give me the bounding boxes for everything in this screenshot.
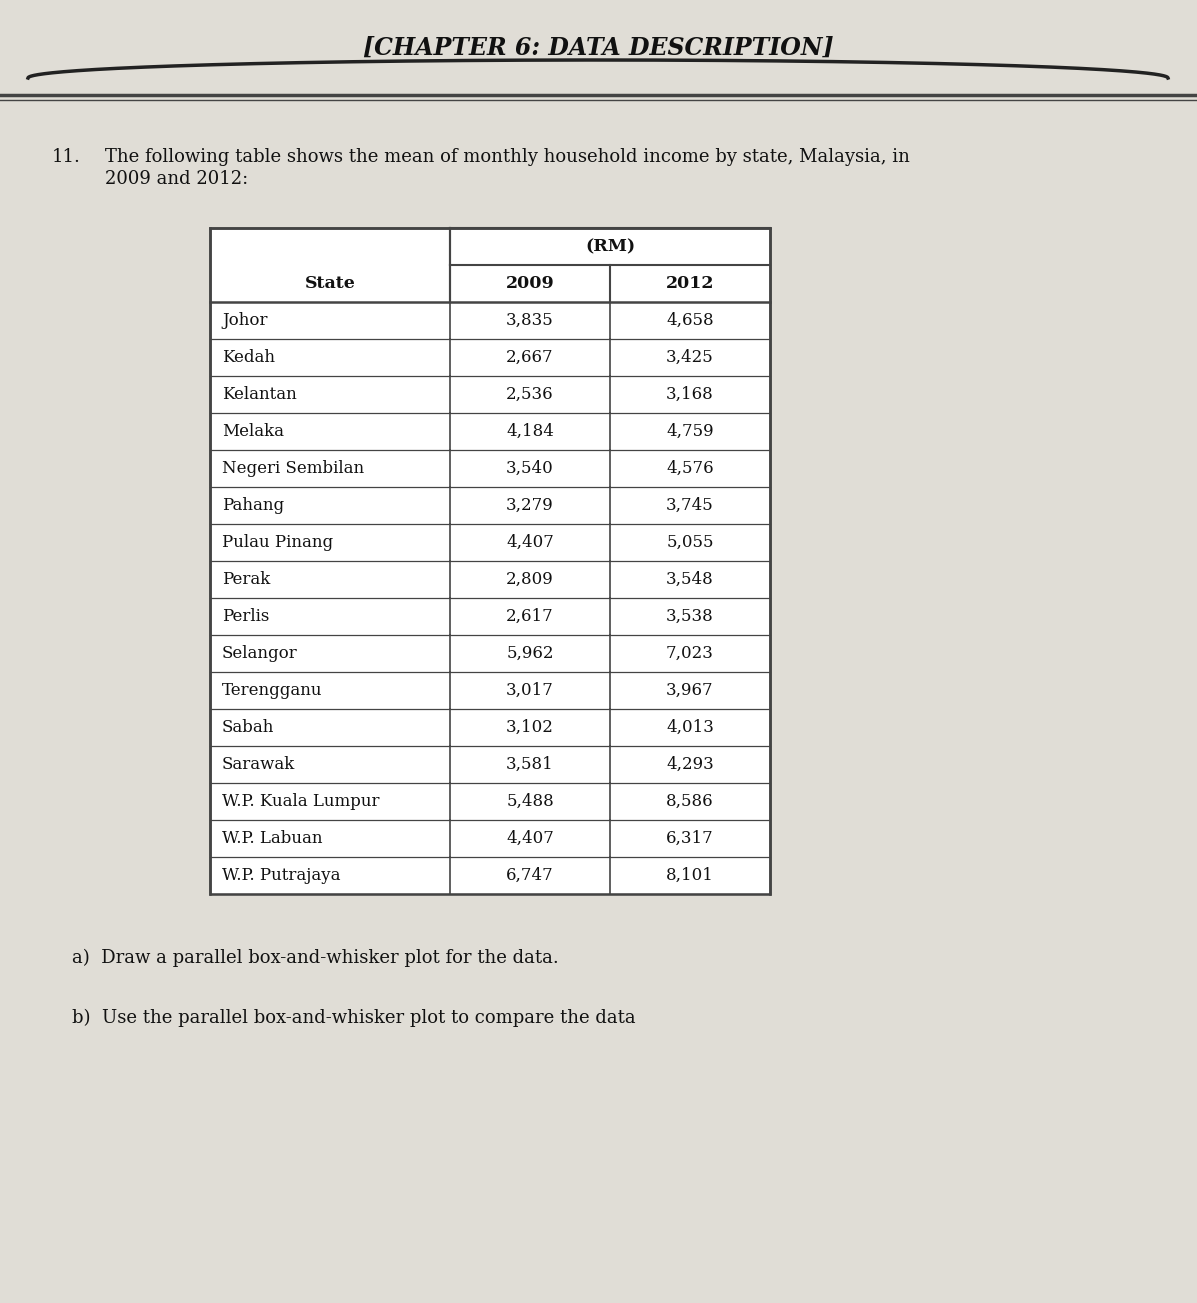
Text: Pahang: Pahang — [221, 496, 284, 513]
Text: Kedah: Kedah — [221, 349, 275, 366]
Text: Sarawak: Sarawak — [221, 756, 296, 773]
Text: 5,055: 5,055 — [667, 534, 713, 551]
Text: 3,745: 3,745 — [666, 496, 713, 513]
Text: Terengganu: Terengganu — [221, 681, 322, 698]
Text: 4,759: 4,759 — [667, 423, 713, 440]
Text: 8,101: 8,101 — [666, 866, 713, 883]
Text: 2,536: 2,536 — [506, 386, 554, 403]
Text: 3,548: 3,548 — [666, 571, 713, 588]
Text: W.P. Putrajaya: W.P. Putrajaya — [221, 866, 340, 883]
Text: (RM): (RM) — [585, 238, 636, 255]
Text: 4,013: 4,013 — [666, 719, 713, 736]
Text: 4,407: 4,407 — [506, 534, 554, 551]
Text: 8,586: 8,586 — [667, 794, 713, 810]
Text: 6,747: 6,747 — [506, 866, 554, 883]
Text: The following table shows the mean of monthly household income by state, Malaysi: The following table shows the mean of mo… — [105, 149, 910, 165]
Text: 3,425: 3,425 — [666, 349, 713, 366]
Text: Johor: Johor — [221, 311, 267, 328]
Text: 3,967: 3,967 — [667, 681, 713, 698]
Text: 3,835: 3,835 — [506, 311, 554, 328]
Bar — [209, 228, 770, 894]
Text: [CHAPTER 6: DATA DESCRIPTION]: [CHAPTER 6: DATA DESCRIPTION] — [363, 36, 833, 60]
Text: 2,667: 2,667 — [506, 349, 554, 366]
Text: Pulau Pinang: Pulau Pinang — [221, 534, 333, 551]
Text: Kelantan: Kelantan — [221, 386, 297, 403]
Text: Perak: Perak — [221, 571, 271, 588]
Text: 7,023: 7,023 — [666, 645, 713, 662]
Text: 4,576: 4,576 — [667, 460, 713, 477]
Text: 3,168: 3,168 — [666, 386, 713, 403]
Text: W.P. Labuan: W.P. Labuan — [221, 830, 322, 847]
Text: Perlis: Perlis — [221, 609, 269, 625]
Text: 2,617: 2,617 — [506, 609, 554, 625]
Text: Melaka: Melaka — [221, 423, 284, 440]
Text: 4,184: 4,184 — [506, 423, 554, 440]
Text: State: State — [304, 275, 356, 292]
Text: 3,540: 3,540 — [506, 460, 554, 477]
Text: 2009: 2009 — [505, 275, 554, 292]
Text: 3,538: 3,538 — [666, 609, 713, 625]
Text: W.P. Kuala Lumpur: W.P. Kuala Lumpur — [221, 794, 379, 810]
Text: 2,809: 2,809 — [506, 571, 554, 588]
Text: a)  Draw a parallel box-and-whisker plot for the data.: a) Draw a parallel box-and-whisker plot … — [72, 949, 559, 967]
Text: Negeri Sembilan: Negeri Sembilan — [221, 460, 364, 477]
Text: 3,017: 3,017 — [506, 681, 554, 698]
Text: 3,102: 3,102 — [506, 719, 554, 736]
Text: 3,279: 3,279 — [506, 496, 554, 513]
Text: 4,293: 4,293 — [666, 756, 713, 773]
Text: 2012: 2012 — [666, 275, 715, 292]
Text: 2009 and 2012:: 2009 and 2012: — [105, 169, 248, 188]
Text: 4,407: 4,407 — [506, 830, 554, 847]
Text: b)  Use the parallel box-and-whisker plot to compare the data: b) Use the parallel box-and-whisker plot… — [72, 1009, 636, 1027]
Text: 3,581: 3,581 — [506, 756, 554, 773]
Text: Selangor: Selangor — [221, 645, 298, 662]
Text: 5,488: 5,488 — [506, 794, 554, 810]
Text: 11.: 11. — [51, 149, 81, 165]
Text: Sabah: Sabah — [221, 719, 274, 736]
Text: 4,658: 4,658 — [667, 311, 713, 328]
Text: 6,317: 6,317 — [666, 830, 713, 847]
Text: 5,962: 5,962 — [506, 645, 554, 662]
